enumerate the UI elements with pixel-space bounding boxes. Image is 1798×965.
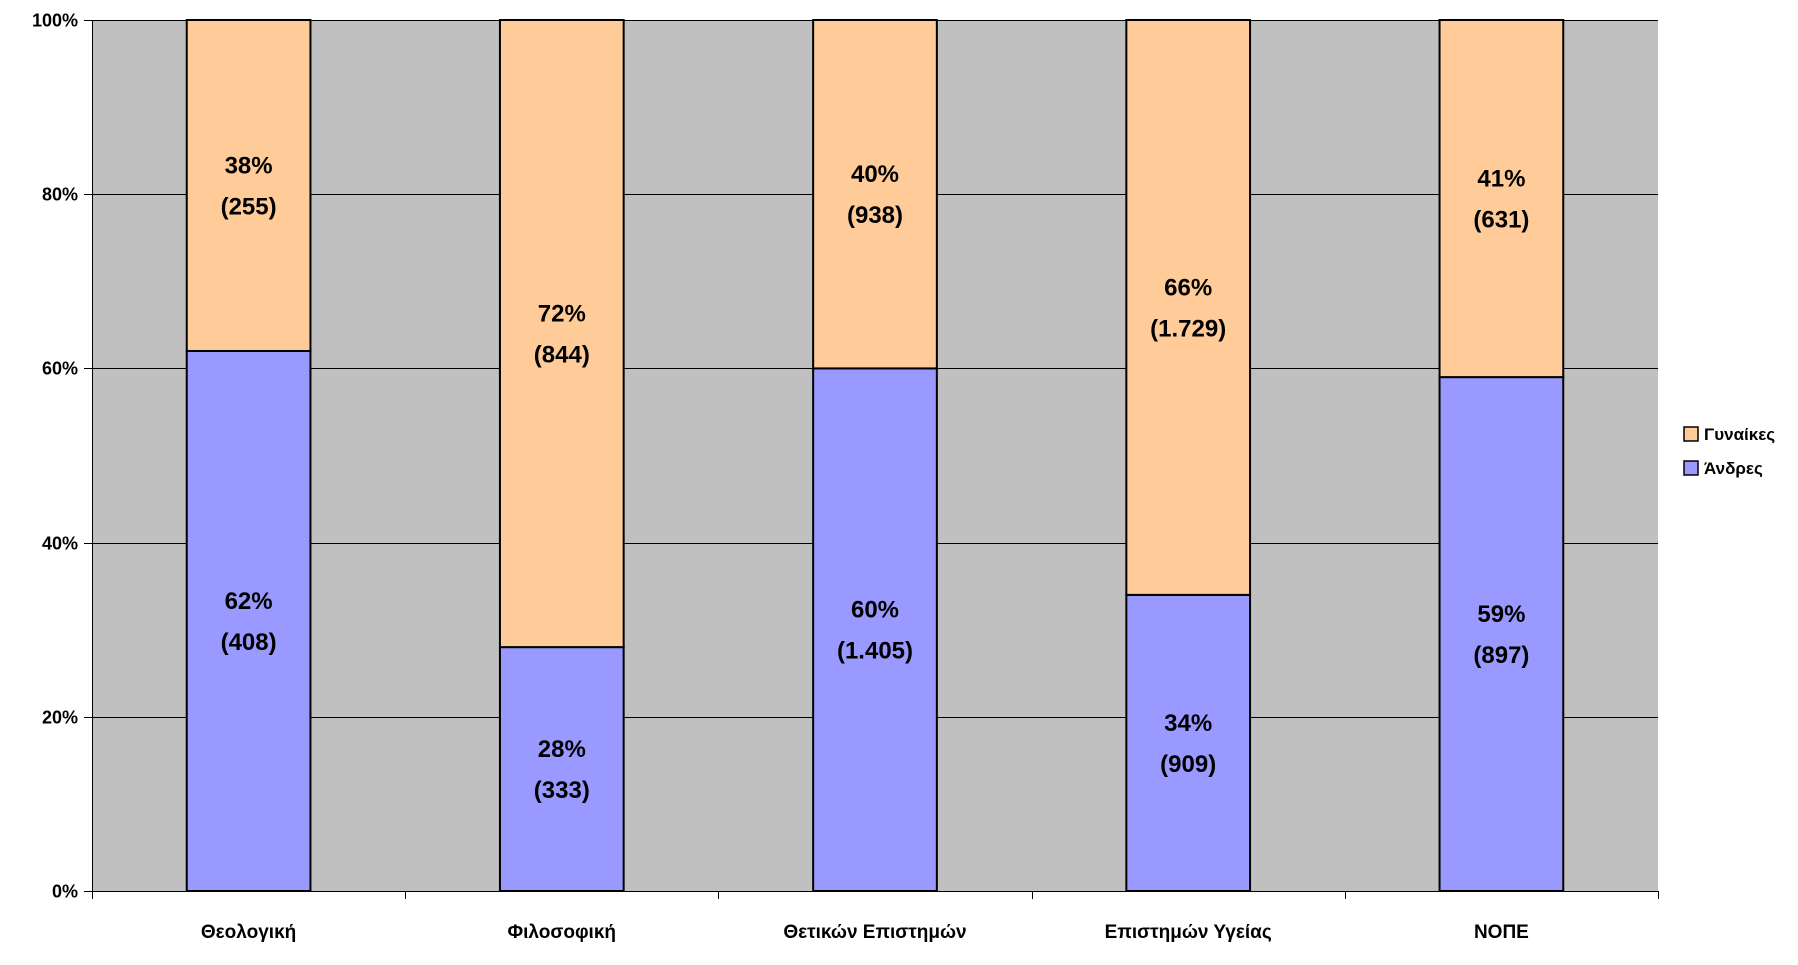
bar-segment [812, 19, 938, 370]
data-label-percent: 60% [851, 597, 899, 624]
y-tick-label: 40% [42, 534, 78, 554]
y-tick-label: 0% [52, 882, 78, 902]
data-label-percent: 41% [1477, 166, 1525, 193]
bar-segment [185, 349, 312, 893]
bars-group [185, 19, 1565, 893]
bar-segment [185, 19, 312, 352]
x-category-label: Θετικών Επιστημών [783, 922, 966, 943]
x-category-label: Φιλοσοφική [508, 922, 617, 943]
data-label-count: (897) [1473, 642, 1529, 669]
data-label-count: (255) [221, 193, 277, 220]
bar-segment [1438, 19, 1565, 379]
data-label-percent: 72% [538, 301, 586, 328]
data-label-percent: 38% [225, 152, 273, 179]
data-label-count: (631) [1473, 207, 1529, 234]
bar-segment [1125, 19, 1252, 596]
labels-group: 0% 20% 40% 60% 80% 100% 62% (408) 38% (255) Θεολογ… [32, 11, 1529, 944]
bar-segment [498, 19, 625, 649]
axes-group [84, 20, 1659, 899]
legend-label: Άνδρες [1704, 459, 1763, 478]
legend-label: Γυναίκες [1704, 425, 1775, 444]
data-label-count: (408) [221, 629, 277, 656]
data-label-count: (938) [847, 202, 903, 229]
data-label-count: (1.729) [1150, 315, 1226, 342]
bar-segment [498, 646, 625, 892]
y-tick-label: 100% [32, 11, 78, 31]
data-label-count: (333) [534, 777, 590, 804]
legend-swatch [1683, 426, 1699, 442]
bar-segment [1125, 593, 1252, 892]
y-tick-label: 20% [42, 708, 78, 728]
data-label-count: (909) [1160, 751, 1216, 778]
y-tick-label: 60% [42, 359, 78, 379]
data-label-percent: 66% [1164, 274, 1212, 301]
data-label-count: (844) [534, 342, 590, 369]
x-category-label: Επιστημών Υγείας [1105, 922, 1272, 943]
data-label-percent: 62% [225, 588, 273, 615]
x-category-label: ΝΟΠΕ [1474, 922, 1529, 943]
bar-segment [1438, 376, 1565, 892]
y-tick-label: 80% [42, 185, 78, 205]
bar-segment [812, 367, 938, 892]
legend-swatch [1683, 460, 1699, 476]
data-label-percent: 28% [538, 736, 586, 763]
data-label-percent: 34% [1164, 710, 1212, 737]
data-label-count: (1.405) [837, 638, 913, 665]
legend: Γυναίκες Άνδρες [1683, 425, 1775, 478]
x-category-label: Θεολογική [201, 922, 296, 943]
data-label-percent: 40% [851, 161, 899, 188]
data-label-percent: 59% [1477, 601, 1525, 628]
